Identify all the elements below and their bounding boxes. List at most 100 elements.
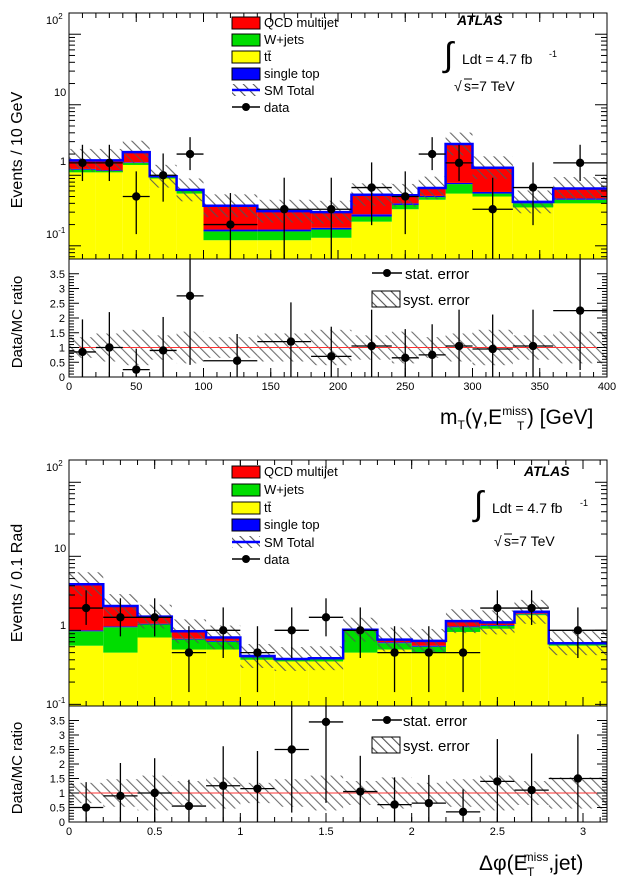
data-point-14 (575, 158, 585, 168)
hist-bar-tt-4 (206, 649, 241, 706)
hist-bar-tt-4 (176, 193, 204, 259)
xtick-label-1: 50 (130, 381, 142, 393)
dphi-ytick-100: 102 (46, 459, 63, 474)
ratio-ytick-label-2: 1 (59, 343, 65, 355)
ratio-ytick-label-4: 2 (59, 759, 65, 771)
hist-bar-tt-0 (69, 172, 96, 259)
ratio-point-0 (78, 347, 87, 357)
legend-label-qcd: QCD multijet (264, 15, 338, 30)
xtick-label-2: 1 (237, 826, 243, 838)
mt-energy-label: √ s=7 TeV (454, 78, 515, 94)
data-point-5 (253, 648, 262, 657)
dphi-lumi-text: Ldt = 4.7 fb (492, 500, 563, 516)
hist-bar-tt-1 (103, 652, 138, 706)
ratio-point-10 (427, 350, 437, 360)
ratio-point-4 (219, 781, 228, 790)
ratio-point-11 (458, 807, 468, 817)
dphi-energy-label: √ s=7 TeV (494, 533, 555, 549)
data-point-4 (185, 149, 195, 159)
xtick-label-7: 350 (531, 381, 549, 393)
data-point-1 (105, 158, 114, 168)
mt-ratio-legend: stat. error syst. error (371, 266, 470, 309)
data-point-3 (158, 171, 168, 180)
hist-bar-singletop-11 (445, 182, 473, 185)
hist-bar-wjets-2 (122, 162, 150, 165)
ratio-point-12 (488, 344, 497, 354)
ratio-point-7 (321, 717, 331, 727)
dphi-stacked-histogram (69, 572, 607, 706)
ratio-point-1 (116, 791, 125, 801)
legend-swatch-ttbar (231, 501, 261, 515)
xtick-label-6: 3 (580, 826, 586, 838)
dphi-ytick-0.1: 10-1 (46, 696, 66, 711)
dphi-ratio-plot (69, 706, 607, 822)
hist-bar-tt-8 (343, 652, 378, 706)
data-point-13 (527, 603, 536, 613)
hist-bar-tt-11 (445, 193, 473, 259)
data-point-1 (116, 613, 125, 622)
dphi-ratio-legend: stat. error syst. error (371, 713, 470, 755)
legend-label-wjets: W+jets (264, 482, 305, 497)
hist-bar-tt-1 (95, 172, 123, 259)
data-point-0 (78, 158, 87, 168)
data-point-3 (184, 648, 194, 657)
data-point-11 (458, 648, 468, 657)
xtick-label-0: 0 (66, 826, 72, 838)
ratio-point-0 (81, 803, 91, 812)
dphi-sqrt-sign: √ (494, 533, 502, 549)
xtick-label-3: 150 (262, 381, 280, 393)
ratio-point-8 (356, 787, 365, 796)
mt-ratio-y-axis-label: Data/MC ratio (9, 276, 26, 369)
mt-lumi-label: ∫ Ldt = 4.7 fb -1 (442, 36, 557, 74)
dphi-integral-sign: ∫ (472, 485, 485, 523)
data-point-4 (219, 626, 228, 635)
legend-label-single-top: single top (264, 66, 320, 81)
data-point-7 (327, 205, 336, 214)
hist-bar-tt-8 (351, 221, 392, 259)
xtick-label-6: 300 (463, 381, 481, 393)
mt-ytick-1: 1 (60, 156, 66, 168)
ratio-point-13 (528, 341, 538, 351)
ratio-point-1 (105, 343, 114, 352)
sm-total-line (69, 142, 607, 214)
ratio-point-3 (184, 801, 194, 811)
legend-label-single-top: single top (264, 517, 320, 532)
legend-label-sm-total: SM Total (264, 83, 314, 98)
hist-bar-tt-14 (553, 203, 607, 259)
xtick-label-5: 2.5 (490, 826, 505, 838)
ratio-ytick-label-5: 2.5 (50, 298, 65, 310)
data-point-2 (150, 613, 159, 622)
ratio-point-4 (185, 291, 195, 301)
dphi-x-axis-label: Δφ(Emiss,jet) (479, 850, 583, 875)
mt-panel: 0 50 100 150 200 250 300 350 40000.511.522.533.5… (9, 12, 616, 433)
data-point-10 (427, 149, 437, 159)
hist-bar-tt-12 (480, 628, 515, 706)
xtick-label-4: 2 (409, 826, 415, 838)
ratio-ytick-label-1: 0.5 (50, 803, 65, 815)
ratio-ytick-label-1: 0.5 (50, 357, 65, 369)
legend-swatch-wjets (231, 33, 261, 47)
ratio-point-3 (158, 346, 168, 355)
data-point-12 (493, 603, 502, 613)
ratio-point-6 (287, 745, 296, 754)
hist-bar-tt-10 (418, 199, 446, 259)
hist-bar-singletop-0 (69, 630, 104, 632)
ratio-legend-syst-swatch (371, 290, 401, 308)
xtick-label-5: 250 (396, 381, 414, 393)
hist-bar-tt-13 (514, 615, 549, 706)
data-point-10 (424, 648, 434, 657)
legend-label-ttbar: tt̄ (264, 49, 272, 64)
ratio-point-10 (424, 798, 434, 808)
ratio-point-14 (573, 774, 583, 783)
data-point-8 (367, 183, 376, 192)
mt-lumi-exp: -1 (549, 49, 557, 59)
ratio-ytick-label-3: 1.5 (50, 328, 65, 340)
data-point-12 (488, 205, 497, 214)
hist-bar-wjets-14 (553, 199, 607, 204)
ratio-legend-stat-label: stat. error (405, 266, 469, 283)
mt-lumi-text: Ldt = 4.7 fb (462, 51, 533, 67)
ratio-ytick-label-6: 3 (59, 730, 65, 742)
ratio-ytick-label-2: 1 (59, 788, 65, 800)
